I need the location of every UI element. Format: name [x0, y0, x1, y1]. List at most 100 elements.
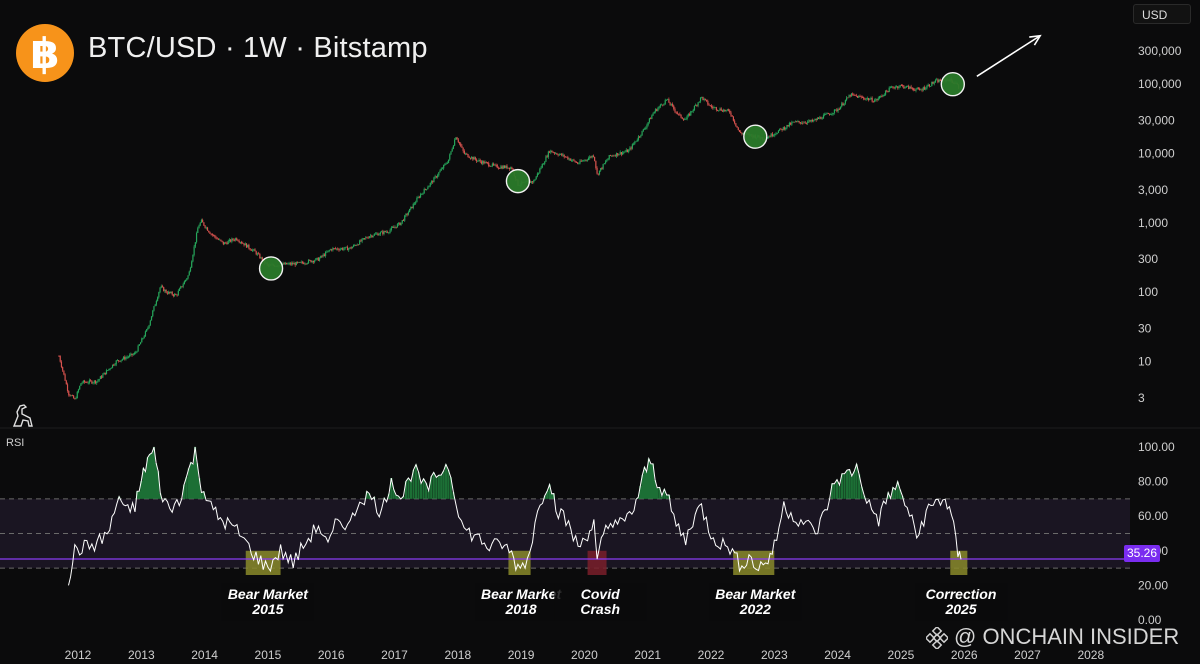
- price-candle: [484, 161, 486, 164]
- price-candle: [544, 161, 546, 164]
- price-candle: [590, 156, 592, 158]
- price-candle: [511, 167, 513, 170]
- annotation-label: Crash: [580, 601, 620, 617]
- price-candle: [340, 248, 343, 250]
- price-candle: [282, 263, 284, 265]
- price-candle: [418, 196, 420, 198]
- price-candle: [359, 240, 361, 245]
- price-candle: [295, 261, 297, 266]
- price-candle: [157, 297, 159, 301]
- price-candle: [334, 248, 336, 249]
- price-candle: [505, 165, 507, 168]
- price-candle: [230, 239, 232, 242]
- price-candle: [466, 153, 468, 155]
- price-candle: [663, 103, 665, 105]
- price-candle: [176, 294, 178, 296]
- price-candle: [555, 153, 557, 155]
- price-candle: [144, 331, 147, 337]
- price-candle: [307, 259, 310, 264]
- price-candle: [492, 163, 495, 165]
- price-candle: [204, 225, 206, 228]
- price-axis-tick-label: 100: [1138, 285, 1158, 299]
- price-candle: [567, 156, 569, 160]
- price-candle: [407, 212, 409, 215]
- price-candle: [611, 155, 613, 157]
- price-candle: [251, 249, 254, 251]
- price-candle: [659, 104, 661, 107]
- price-candle: [792, 121, 794, 123]
- price-candle: [186, 278, 188, 280]
- price-candle: [587, 158, 590, 160]
- price-candle: [874, 100, 876, 102]
- price-candle: [783, 127, 786, 130]
- price-candle: [393, 227, 395, 228]
- price-candle: [113, 364, 115, 366]
- price-candle: [826, 113, 828, 115]
- price-candle: [115, 360, 117, 365]
- price-axis-tick-label: 30: [1138, 321, 1152, 335]
- price-candle: [863, 97, 865, 99]
- price-candle: [698, 101, 700, 103]
- price-candle: [165, 289, 167, 293]
- price-candle: [589, 156, 591, 159]
- price-candle: [779, 128, 781, 131]
- price-candle: [58, 356, 60, 357]
- price-candle: [107, 370, 109, 371]
- price-candle: [855, 95, 857, 97]
- price-candle: [436, 175, 439, 178]
- price-candle: [888, 87, 890, 92]
- price-candle: [444, 163, 446, 165]
- price-candle: [222, 241, 224, 245]
- price-candle: [249, 248, 251, 250]
- x-axis-tick-label: 2016: [318, 648, 345, 662]
- price-candle: [915, 89, 917, 91]
- price-candle: [547, 151, 549, 158]
- price-candle: [701, 96, 703, 98]
- price-candle: [183, 281, 185, 285]
- price-candle: [395, 226, 397, 228]
- price-candle: [794, 121, 797, 123]
- price-candle: [867, 98, 870, 101]
- x-axis-tick-label: 2014: [191, 648, 218, 662]
- annotation-label: Correction: [926, 586, 997, 602]
- price-candle: [540, 167, 542, 169]
- price-candle: [199, 222, 201, 226]
- price-candle: [772, 135, 775, 137]
- price-candle: [902, 85, 904, 87]
- price-candle: [69, 394, 71, 396]
- price-candle: [396, 224, 399, 228]
- price-candle: [596, 167, 598, 174]
- price-candle: [355, 245, 357, 246]
- price-candle: [163, 287, 165, 292]
- price-candle: [810, 119, 812, 122]
- currency-badge[interactable]: USD: [1133, 4, 1191, 24]
- price-candle: [776, 133, 778, 134]
- price-candle: [424, 188, 427, 190]
- price-candle: [228, 239, 231, 242]
- chart-title: BTC/USD · 1W · Bitstamp: [88, 32, 428, 64]
- price-candle: [551, 150, 553, 153]
- price-candle: [635, 141, 637, 143]
- price-candle: [641, 130, 643, 136]
- price-candle: [740, 131, 742, 133]
- price-candle: [122, 356, 125, 360]
- price-candle: [836, 109, 838, 112]
- price-candle: [146, 329, 148, 332]
- price-candle: [568, 158, 570, 160]
- price-candle: [926, 86, 928, 89]
- price-candle: [219, 239, 221, 241]
- price-candle: [110, 367, 112, 369]
- price-candle: [562, 154, 564, 156]
- price-candle: [849, 95, 851, 97]
- price-candle: [142, 338, 144, 339]
- price-candle: [366, 237, 368, 239]
- price-candle: [600, 168, 602, 171]
- price-candle: [379, 232, 381, 235]
- price-marker-circle: [940, 72, 966, 97]
- price-candle: [838, 109, 840, 111]
- price-candle: [119, 360, 121, 362]
- price-candle: [380, 231, 383, 233]
- price-candle: [939, 79, 941, 81]
- price-candle: [79, 385, 81, 390]
